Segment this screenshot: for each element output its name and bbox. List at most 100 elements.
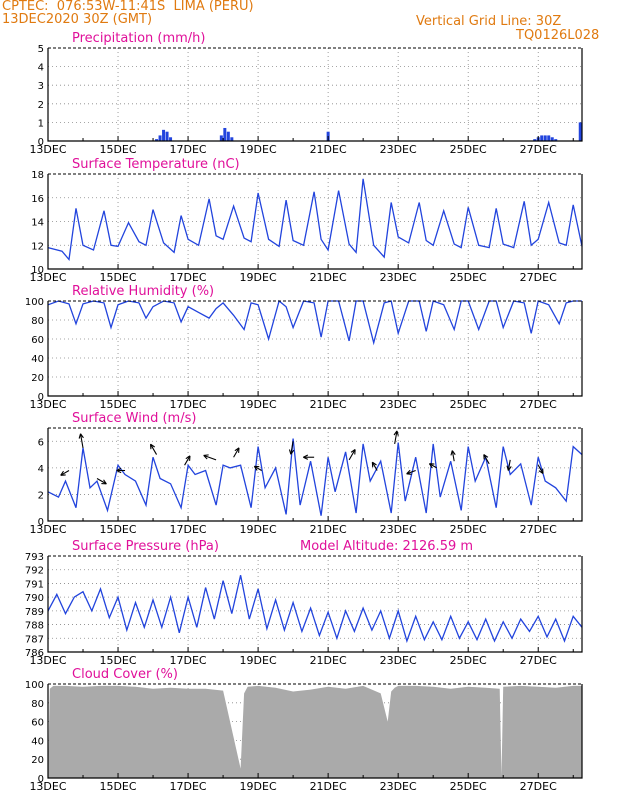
y-tick-label: 60 bbox=[31, 718, 44, 729]
wind-arrow bbox=[394, 430, 398, 445]
cloud-cover-area bbox=[48, 685, 582, 778]
x-tick-label: 27DEC bbox=[520, 654, 557, 667]
panel-title: Surface Wind (m/s) bbox=[72, 411, 196, 426]
y-tick-label: 3 bbox=[38, 81, 44, 92]
y-tick-label: 6 bbox=[38, 437, 44, 448]
wind-arrow-head bbox=[428, 463, 435, 469]
wind-arrow bbox=[451, 450, 455, 462]
precip-bar bbox=[543, 135, 547, 141]
x-tick-label: 13DEC bbox=[29, 780, 66, 793]
humidity-line bbox=[47, 299, 582, 346]
wind-arrow-head bbox=[371, 461, 377, 468]
wind-arrow bbox=[254, 465, 262, 471]
x-tick-label: 21DEC bbox=[310, 271, 347, 284]
precip-bar bbox=[578, 122, 582, 141]
y-tick-label: 0 bbox=[38, 774, 44, 785]
y-tick-label: 790 bbox=[25, 593, 44, 604]
x-tick-label: 27DEC bbox=[520, 143, 557, 156]
x-tick-label: 19DEC bbox=[240, 780, 277, 793]
wind-arrow bbox=[348, 449, 356, 461]
panel-title: Precipitation (mm/h) bbox=[72, 31, 205, 46]
x-tick-label: 25DEC bbox=[450, 523, 487, 536]
x-tick-label: 23DEC bbox=[380, 271, 417, 284]
y-tick-label: 0 bbox=[38, 137, 44, 148]
wind-arrow-head bbox=[406, 469, 412, 475]
wind-arrow-head bbox=[538, 468, 544, 474]
y-tick-label: 789 bbox=[25, 607, 44, 618]
wind-arrow bbox=[507, 459, 511, 471]
wind-arrow bbox=[184, 455, 191, 466]
precip-bar bbox=[155, 139, 159, 141]
x-tick-label: 19DEC bbox=[240, 271, 277, 284]
panel-title: Cloud Cover (%) bbox=[72, 667, 178, 682]
header-grid-info: Vertical Grid Line: 30Z bbox=[416, 14, 562, 29]
wind-line bbox=[47, 438, 583, 516]
x-tick-label: 25DEC bbox=[450, 143, 487, 156]
precip-bar bbox=[554, 139, 558, 141]
y-tick-label: 100 bbox=[25, 680, 44, 691]
wind-arrow bbox=[483, 454, 490, 465]
wind-arrow bbox=[429, 463, 437, 469]
y-tick-label: 40 bbox=[31, 736, 44, 747]
y-tick-label: 12 bbox=[31, 241, 44, 252]
header-model-id: TQ0126L028 bbox=[516, 28, 600, 43]
x-tick-label: 13DEC bbox=[29, 143, 66, 156]
wind-arrow bbox=[150, 443, 158, 455]
x-tick-label: 15DEC bbox=[99, 143, 136, 156]
x-tick-label: 21DEC bbox=[310, 398, 347, 411]
precip-bar bbox=[230, 137, 234, 141]
wind-arrow-head bbox=[116, 467, 122, 474]
wind-arrow-head bbox=[203, 454, 209, 460]
temperature-line bbox=[47, 178, 583, 262]
precip-bar bbox=[533, 139, 537, 141]
panel-frame bbox=[47, 48, 583, 142]
y-tick-label: 10 bbox=[31, 265, 44, 276]
wind-arrow-head bbox=[185, 455, 191, 461]
wind-arrow bbox=[96, 478, 107, 485]
y-tick-label: 16 bbox=[31, 194, 44, 205]
y-tick-label: 791 bbox=[25, 579, 44, 590]
y-tick-label: 0 bbox=[38, 392, 44, 403]
wind-arrow bbox=[290, 441, 294, 455]
x-tick-label: 25DEC bbox=[450, 654, 487, 667]
x-tick-label: 17DEC bbox=[170, 143, 207, 156]
x-tick-label: 13DEC bbox=[29, 523, 66, 536]
x-tick-label: 13DEC bbox=[29, 398, 66, 411]
x-tick-label: 15DEC bbox=[99, 654, 136, 667]
precip-bar bbox=[165, 131, 169, 141]
wind-arrow bbox=[79, 433, 84, 449]
wind-arrow-head bbox=[60, 470, 66, 476]
x-tick-label: 17DEC bbox=[170, 271, 207, 284]
panel-title: Relative Humidity (%) bbox=[72, 284, 214, 299]
precip-bar bbox=[169, 137, 173, 141]
x-tick-label: 27DEC bbox=[520, 780, 557, 793]
x-tick-label: 21DEC bbox=[310, 780, 347, 793]
wind-arrow bbox=[406, 469, 416, 475]
x-tick-label: 27DEC bbox=[520, 398, 557, 411]
y-tick-label: 793 bbox=[25, 552, 44, 563]
wind-arrow-head bbox=[101, 479, 107, 485]
wind-arrow-head bbox=[78, 433, 84, 439]
wind-arrow bbox=[60, 470, 70, 476]
x-tick-label: 15DEC bbox=[99, 523, 136, 536]
precip-bar bbox=[162, 129, 166, 141]
wind-arrow-head bbox=[288, 449, 295, 455]
x-tick-label: 19DEC bbox=[240, 654, 277, 667]
wind-arrow-head bbox=[450, 450, 456, 456]
wind-arrow-head bbox=[303, 454, 309, 460]
x-tick-label: 27DEC bbox=[520, 271, 557, 284]
x-tick-label: 15DEC bbox=[99, 271, 136, 284]
x-tick-label: 23DEC bbox=[380, 780, 417, 793]
y-tick-label: 2 bbox=[38, 490, 44, 501]
y-tick-label: 40 bbox=[31, 354, 44, 365]
panel-frame bbox=[47, 684, 583, 779]
x-tick-label: 17DEC bbox=[170, 523, 207, 536]
precip-bar bbox=[158, 135, 162, 141]
header-station: CPTEC: 076:53W-11:41S LIMA (PERU) bbox=[2, 0, 254, 14]
y-tick-label: 4 bbox=[38, 63, 44, 74]
y-tick-label: 18 bbox=[31, 170, 44, 181]
wind-arrow bbox=[371, 461, 378, 471]
y-tick-label: 0 bbox=[38, 517, 44, 528]
y-tick-label: 100 bbox=[25, 297, 44, 308]
